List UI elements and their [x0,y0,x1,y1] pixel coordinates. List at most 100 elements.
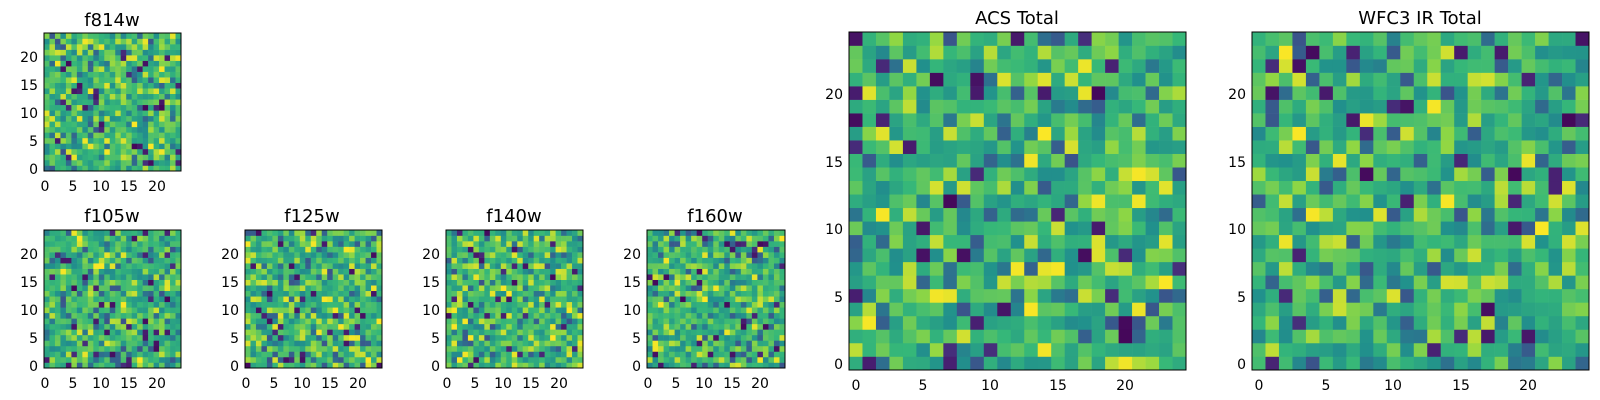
y-tick-label: 15 [20,275,38,291]
heatmap-cell [98,137,105,144]
heatmap-cell [1400,59,1415,73]
heatmap-cell [87,307,94,314]
heatmap-cell [153,318,160,325]
heatmap-cell [327,351,333,358]
heatmap-cell [751,318,758,325]
heatmap-cell [1454,234,1468,249]
heatmap-cell [93,82,100,89]
heatmap-cell [310,230,317,236]
heatmap-cell [484,312,491,319]
heatmap-cell [902,180,917,195]
heatmap-cell [142,318,149,325]
heatmap-cell [674,296,681,303]
heatmap-cell [652,268,659,275]
heatmap-cell [87,323,94,330]
heatmap-cell [310,279,317,286]
heatmap-cell [773,334,780,341]
heatmap-cell [175,66,182,72]
heatmap-cell [506,290,513,297]
heatmap-cell [1508,113,1522,127]
heatmap-cell [376,323,383,330]
heatmap-cell [1548,194,1563,209]
heatmap-cell [577,329,584,336]
heatmap-cell [137,268,143,275]
heatmap-cell [484,329,491,336]
heatmap-cell [696,257,703,264]
heatmap-cell [1010,86,1025,100]
heatmap-cell [849,140,863,154]
heatmap-cell [1386,86,1401,100]
heatmap-cell [555,340,562,347]
heatmap-cell [1346,221,1361,236]
heatmap-cell [159,230,165,236]
heatmap-cell [1024,342,1039,357]
heatmap-cell [663,345,670,352]
heatmap-cell [916,288,931,303]
heatmap-cell [669,323,675,330]
heatmap-cell [849,167,863,182]
heatmap-cell [566,362,573,369]
y-tick-label: 20 [623,247,641,263]
heatmap-cell [1145,72,1160,87]
heatmap-cell [131,44,138,50]
heatmap-cell [371,279,377,286]
heatmap-cell [1265,126,1280,141]
heatmap-cell [1535,315,1549,330]
heatmap-cell [175,356,182,363]
y-tick-label: 0 [431,359,440,375]
heatmap-cell [60,285,67,292]
heatmap-cell [929,234,944,249]
heatmap-cell [1078,140,1092,154]
heatmap-cell [916,315,931,330]
heatmap-cell [343,312,350,319]
heatmap-cell [332,241,339,247]
heatmap-cell [1037,72,1052,87]
heatmap-cell [148,230,154,236]
heatmap-cell [849,356,863,371]
heatmap-cell [261,285,268,292]
heatmap-cell [245,323,251,330]
heatmap-cell [1010,126,1025,141]
heatmap-cell [506,318,513,325]
y-tick-label: 0 [230,359,239,375]
heatmap-cell [674,257,681,264]
heatmap-cell [544,356,551,363]
heatmap-cell [321,362,328,369]
heatmap-cell [1427,99,1442,114]
heatmap-cell [71,301,78,308]
heatmap-cell [768,345,775,352]
heatmap-cell [349,345,355,352]
heatmap-cell [104,49,111,56]
x-tick-label: 10 [494,376,512,392]
heatmap-cell [131,340,138,347]
heatmap-cell [707,235,714,242]
heatmap-cell [316,246,323,253]
heatmap-cell [489,296,496,303]
heatmap-cell [1454,167,1468,182]
heatmap-cell [294,257,301,264]
heatmap-cell [1252,234,1266,249]
heatmap-cell [109,137,116,144]
heatmap-cell [572,340,578,347]
heatmap-cell [338,263,344,269]
heatmap-cell [1051,180,1065,195]
heatmap-cell [467,235,474,242]
heatmap-cell [1172,329,1187,344]
heatmap-cell [740,307,747,314]
heatmap-cell [740,252,747,258]
heatmap-cell [1467,153,1482,168]
heatmap-cell [446,362,452,369]
heatmap-cell [321,334,328,341]
heatmap-cell [997,234,1012,249]
heatmap-cell [943,45,958,60]
y-tick-label: 10 [221,303,239,319]
heatmap-cell [484,285,491,292]
heatmap-cell [550,257,556,264]
heatmap-cell [1091,221,1106,236]
heatmap-cell [983,153,998,168]
heatmap-cell [1467,180,1482,195]
heatmap-cell [451,312,458,319]
heatmap-cell [849,261,863,276]
heatmap-cell [1427,113,1442,127]
heatmap-cell [762,263,769,269]
